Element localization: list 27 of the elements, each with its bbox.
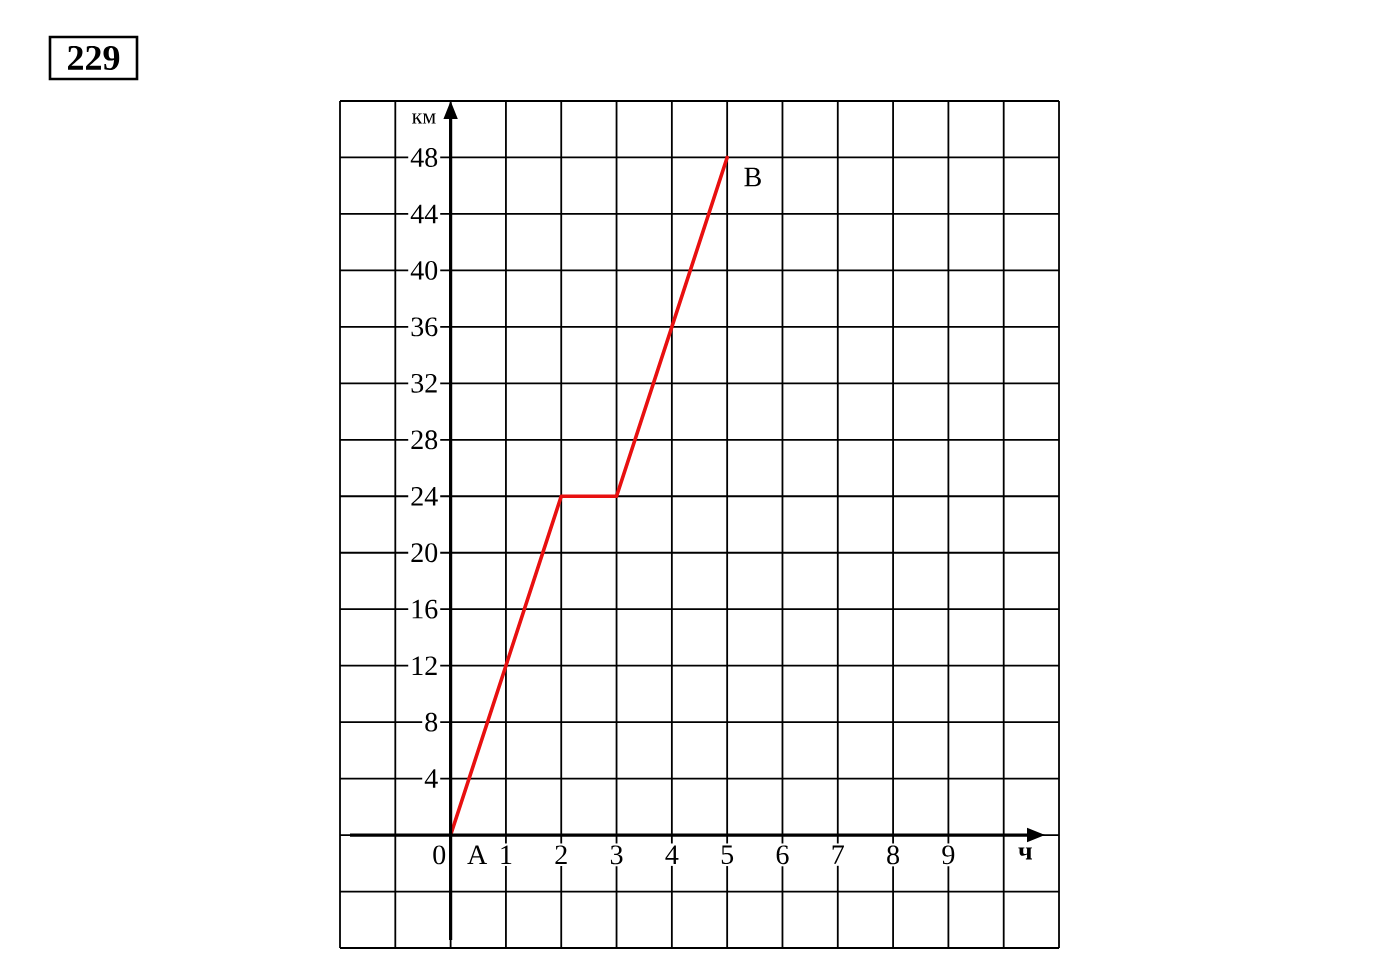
annotation: A xyxy=(467,845,488,864)
y-tick-label: 4 xyxy=(424,769,438,788)
chart-title: 229 xyxy=(68,45,120,71)
x-tick-label: 4 xyxy=(665,845,679,864)
x-tick-label: 1 xyxy=(501,845,512,864)
x-tick-label: 6 xyxy=(776,845,789,865)
y-axis-title: км xyxy=(412,113,436,124)
x-tick-label: 7 xyxy=(832,845,844,864)
y-tick-label: 16 xyxy=(412,599,438,619)
x-tick-label: 9 xyxy=(942,845,955,865)
y-tick-label: 36 xyxy=(411,317,438,337)
y-tick-label: 44 xyxy=(410,204,438,224)
y-tick-label: 32 xyxy=(411,373,437,393)
x-tick-label: 8 xyxy=(887,845,900,865)
x-tick-label: 2 xyxy=(555,845,567,865)
x-tick-label: 3 xyxy=(610,845,623,865)
annotation: B xyxy=(744,167,761,187)
y-tick-label: 48 xyxy=(410,148,438,167)
x-axis-title: ч xyxy=(1018,847,1032,860)
y-tick-label: 40 xyxy=(410,260,438,280)
y-tick-label: 8 xyxy=(425,712,438,732)
x-tick-label: 0 xyxy=(433,845,446,865)
y-tick-label: 12 xyxy=(412,656,437,675)
y-tick-label: 20 xyxy=(411,543,438,563)
x-tick-label: 5 xyxy=(721,845,734,865)
y-tick-label: 28 xyxy=(411,430,438,450)
y-tick-label: 24 xyxy=(411,487,438,506)
